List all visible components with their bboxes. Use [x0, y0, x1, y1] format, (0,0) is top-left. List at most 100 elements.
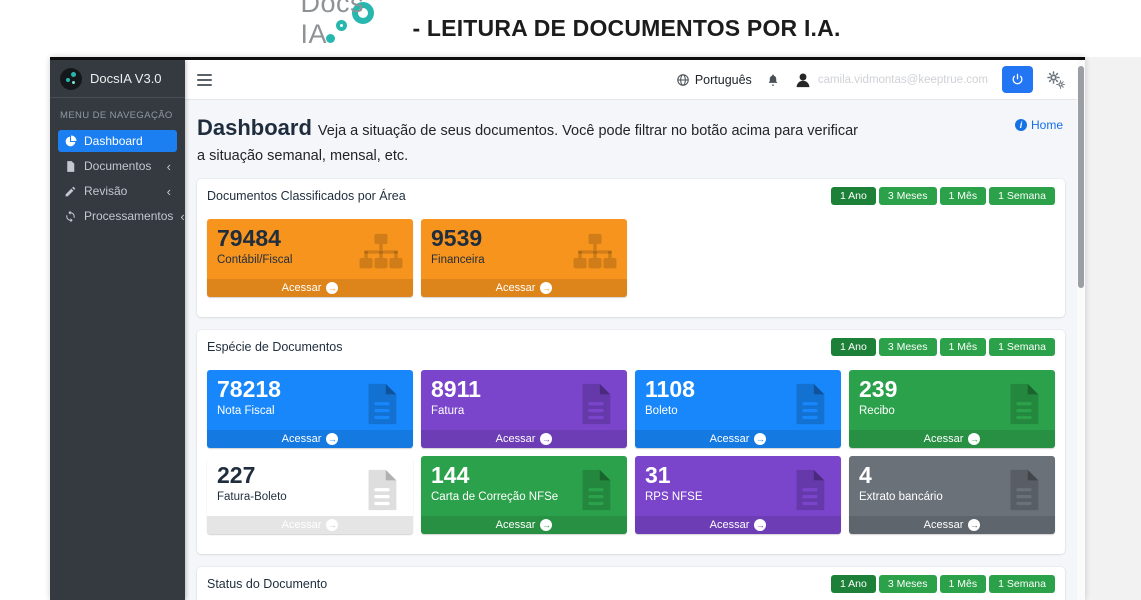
language-label: Português — [694, 72, 752, 87]
filter-3-meses[interactable]: 3 Meses — [878, 338, 937, 357]
sidebar-item-label: Dashboard — [84, 134, 143, 148]
filter-1-mes[interactable]: 1 Mês — [939, 187, 987, 206]
stat-box-recibo: 239 Recibo Acessar → — [849, 370, 1055, 449]
hamburger-menu-icon[interactable] — [197, 73, 212, 86]
stat-label: Financeira — [431, 253, 485, 266]
language-selector[interactable]: Português — [676, 73, 752, 87]
logo-circle-icon — [352, 1, 375, 24]
filter-1-mes[interactable]: 1 Mês — [939, 338, 987, 357]
edit-icon — [65, 186, 76, 196]
sidebar-item-label: Revisão — [84, 184, 128, 198]
stat-label: Recibo — [859, 404, 895, 417]
chevron-left-icon: ‹ — [166, 158, 171, 174]
filter-1-mes[interactable]: 1 Mês — [939, 575, 987, 594]
notifications-bell-icon[interactable] — [766, 73, 780, 87]
arrow-circle-icon: → — [754, 433, 767, 446]
page-title: Dashboard — [197, 115, 312, 140]
sync-icon — [66, 210, 75, 222]
acessar-link[interactable]: Acessar → — [207, 516, 413, 535]
stat-box-rps-nfse: 31 RPS NFSE Acessar → — [635, 456, 841, 535]
document-icon — [358, 467, 404, 513]
stat-value: 8911 — [431, 376, 481, 403]
stat-label: Nota Fiscal — [217, 404, 275, 417]
logo-circle-icon — [326, 33, 336, 43]
vertical-scrollbar[interactable] — [1077, 60, 1085, 600]
sidebar-item-label: Processamentos — [84, 209, 174, 223]
filter-1-semana[interactable]: 1 Semana — [989, 338, 1055, 357]
filter-button-group: 1 Ano 3 Meses 1 Mês 1 Semana — [830, 187, 1055, 206]
stat-value: 78218 — [217, 376, 281, 403]
document-icon — [1000, 467, 1046, 513]
stat-box-financeira: 9539 Financeira Acessar → — [421, 219, 627, 298]
filter-1-ano[interactable]: 1 Ano — [830, 187, 876, 206]
home-label: Home — [1030, 118, 1063, 132]
stat-value: 144 — [431, 462, 470, 489]
user-account[interactable]: camila.vidmontas@keeptrue.com — [794, 71, 988, 89]
filter-3-meses[interactable]: 3 Meses — [878, 187, 937, 206]
stat-label: Extrato bancário — [859, 490, 943, 503]
power-icon — [1012, 73, 1023, 85]
arrow-circle-icon: → — [540, 282, 553, 295]
stat-value: 79484 — [217, 225, 281, 252]
filter-1-ano[interactable]: 1 Ano — [830, 575, 876, 594]
sidebar-item-label: Documentos — [84, 159, 152, 173]
arrow-circle-icon: → — [968, 433, 981, 446]
pie-chart-icon — [65, 135, 77, 146]
filter-1-ano[interactable]: 1 Ano — [830, 338, 876, 357]
acessar-link[interactable]: Acessar → — [421, 279, 627, 298]
globe-icon — [677, 73, 689, 86]
breadcrumb-home-link[interactable]: i Home — [1014, 118, 1063, 132]
document-icon — [572, 467, 618, 513]
content-area: Dashboard Veja a situação de seus documen… — [185, 100, 1077, 600]
acessar-link[interactable]: Acessar → — [207, 279, 413, 298]
sidebar-item-documentos[interactable]: Documentos ‹ — [58, 155, 177, 177]
stat-label: Fatura — [431, 404, 465, 417]
arrow-circle-icon: → — [754, 519, 767, 532]
banner-title: - LEITURA DE DOCUMENTOS POR I.A. — [412, 15, 841, 41]
acessar-link[interactable]: Acessar → — [635, 430, 841, 449]
acessar-link[interactable]: Acessar → — [421, 430, 627, 449]
stat-box-carta-correcao: 144 Carta de Correção NFSe Acessar → — [421, 456, 627, 535]
stat-label: Boleto — [645, 404, 678, 417]
acessar-link[interactable]: Acessar → — [635, 516, 841, 535]
brand-text: DocsIA V3.0 — [90, 71, 162, 86]
stat-label: RPS NFSE — [645, 490, 703, 503]
document-icon — [786, 381, 832, 427]
info-icon: i — [1014, 119, 1027, 131]
menu-section-label: MENU DE NAVEGAÇÃO — [60, 110, 173, 121]
card-title: Status do Documento — [207, 577, 328, 592]
sidebar: DocsIA V3.0 MENU DE NAVEGAÇÃO Dashboard … — [50, 60, 185, 600]
stat-box-fatura-boleto: 227 Fatura-Boleto Acessar → — [207, 456, 413, 535]
acessar-link[interactable]: Acessar → — [849, 516, 1055, 535]
stat-box-extrato-bancario: 4 Extrato bancário Acessar → — [849, 456, 1055, 535]
arrow-circle-icon: → — [326, 433, 339, 446]
stat-value: 1108 — [645, 376, 695, 403]
stat-value: 9539 — [431, 225, 483, 252]
docsia-logo: Docs IA — [300, 0, 396, 54]
filter-3-meses[interactable]: 3 Meses — [878, 575, 937, 594]
arrow-circle-icon: → — [540, 519, 553, 532]
card-status-documento: Status do Documento 1 Ano 3 Meses 1 Mês … — [197, 567, 1065, 600]
sidebar-item-revisao[interactable]: Revisão ‹ — [58, 180, 177, 202]
chevron-left-icon: ‹ — [166, 183, 171, 199]
sidebar-brand[interactable]: DocsIA V3.0 — [50, 60, 185, 98]
document-icon — [572, 381, 618, 427]
filter-1-semana[interactable]: 1 Semana — [989, 187, 1055, 206]
acessar-link[interactable]: Acessar → — [207, 430, 413, 449]
stat-box-nota-fiscal: 78218 Nota Fiscal Acessar → — [207, 370, 413, 449]
sidebar-item-dashboard[interactable]: Dashboard — [58, 130, 177, 152]
acessar-link[interactable]: Acessar → — [421, 516, 627, 535]
stat-box-boleto: 1108 Boleto Acessar → — [635, 370, 841, 449]
acessar-link[interactable]: Acessar → — [849, 430, 1055, 449]
user-avatar-icon — [794, 71, 812, 89]
settings-cogs-icon[interactable] — [1047, 70, 1065, 89]
user-email: camila.vidmontas@keeptrue.com — [817, 73, 988, 86]
logout-power-button[interactable] — [1002, 66, 1033, 93]
document-icon — [358, 381, 404, 427]
filter-1-semana[interactable]: 1 Semana — [989, 575, 1055, 594]
stat-label: Contábil/Fiscal — [217, 253, 293, 266]
scrollbar-thumb[interactable] — [1078, 66, 1084, 288]
document-icon — [786, 467, 832, 513]
card-documentos-classificados: Documentos Classificados por Área 1 Ano … — [197, 179, 1065, 318]
sidebar-item-processamentos[interactable]: Processamentos ‹ — [58, 205, 185, 227]
